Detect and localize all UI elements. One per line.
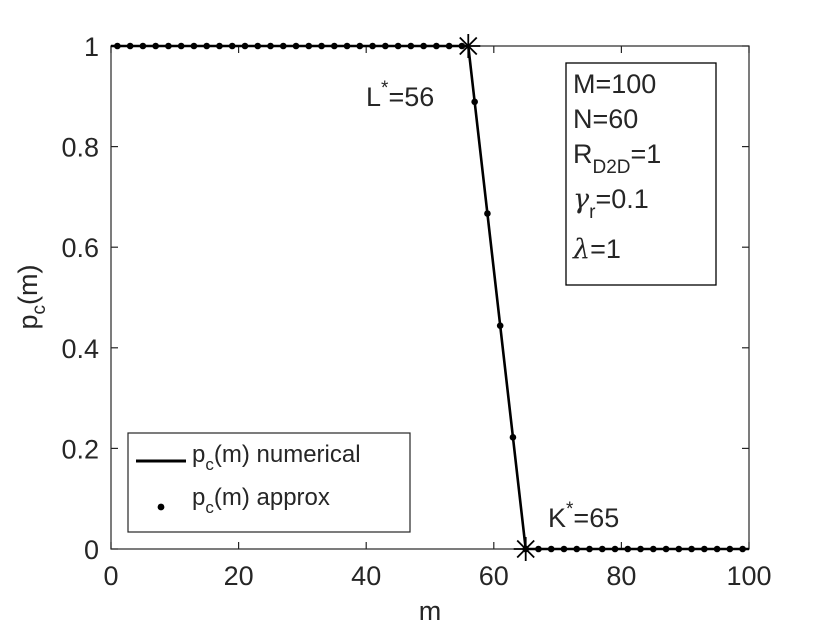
approx-point: [535, 545, 542, 553]
x-tick-label: 60: [479, 561, 509, 591]
x-tick-label: 0: [103, 561, 118, 591]
approx-point: [216, 42, 223, 50]
approx-point: [407, 42, 415, 50]
approx-point: [420, 42, 427, 50]
y-tick-label: 0.4: [61, 334, 99, 364]
approx-point: [586, 545, 593, 553]
approx-point: [637, 545, 644, 553]
annotation-K-star: K*=65: [548, 499, 619, 533]
approx-point: [484, 210, 491, 217]
legend: pc(m) numerical pc(m) approx: [127, 432, 411, 533]
approx-point: [139, 42, 147, 50]
approx-point: [573, 545, 581, 553]
x-tick-label: 20: [224, 561, 254, 591]
approx-point: [624, 545, 632, 553]
approx-point: [382, 42, 389, 50]
approx-point: [254, 42, 262, 50]
legend-frame: [127, 432, 411, 533]
approx-point: [547, 545, 555, 553]
approx-point: [267, 42, 274, 50]
parameter-box-frame: [565, 62, 717, 286]
approx-point: [471, 98, 478, 106]
approx-point: [126, 42, 134, 50]
legend-label-approx: pc(m) approx: [192, 484, 330, 517]
approx-point: [279, 42, 287, 50]
star-marker: [456, 34, 481, 58]
x-tick-labels: 0 20 40 60 80 100: [103, 561, 771, 591]
approx-point: [675, 545, 683, 553]
approx-point: [688, 545, 695, 553]
approx-point: [598, 545, 606, 553]
approx-point: [509, 434, 517, 441]
param-N: N=60: [573, 104, 638, 134]
approx-point: [343, 42, 351, 50]
y-tick-label: 0.8: [61, 133, 99, 163]
param-gamma-r: γr=0.1: [573, 184, 649, 223]
star-marker: [513, 537, 538, 561]
legend-dot-swatch: [157, 503, 165, 511]
x-axis-label: m: [419, 596, 442, 626]
annotation-L-star: L*=56: [366, 78, 434, 112]
legend-label-numerical: pc(m) numerical: [192, 441, 361, 474]
threshold-markers: [456, 34, 538, 561]
approx-point: [241, 42, 249, 50]
approx-point: [394, 42, 402, 50]
approx-point: [331, 42, 338, 50]
approx-point: [228, 42, 236, 50]
approx-point: [433, 42, 440, 50]
param-lambda: λ=1: [572, 234, 621, 265]
y-tick-labels: 0 0.2 0.4 0.6 0.8 1: [61, 32, 99, 565]
approx-point: [701, 545, 708, 553]
param-R-D2D: RD2D=1: [573, 139, 661, 178]
approx-point: [177, 42, 185, 50]
approx-point: [152, 42, 159, 50]
approx-point: [114, 42, 121, 50]
y-tick-label: 1: [84, 32, 99, 62]
x-tick-label: 40: [351, 561, 381, 591]
approx-point: [713, 545, 721, 553]
approx-point: [726, 545, 734, 553]
x-tick-label: 100: [726, 561, 771, 591]
y-tick-label: 0.2: [61, 434, 99, 464]
approx-point: [369, 42, 376, 50]
approx-point: [190, 42, 198, 50]
approx-point: [560, 545, 568, 553]
approx-point: [165, 42, 172, 50]
param-M: M=100: [573, 69, 656, 99]
y-tick-label: 0: [84, 535, 99, 565]
x-tick-label: 80: [606, 561, 636, 591]
approx-point: [662, 545, 670, 553]
approx-point: [739, 545, 746, 553]
approx-point: [611, 545, 619, 553]
parameter-box: M=100 N=60 RD2D=1 γr=0.1 λ=1: [565, 62, 717, 286]
approx-point: [496, 322, 504, 329]
approx-point: [445, 42, 453, 50]
approx-point: [203, 42, 210, 50]
approx-point: [318, 42, 325, 50]
approx-point: [292, 42, 300, 50]
approx-point: [305, 42, 313, 50]
y-tick-label: 0.6: [61, 233, 99, 263]
y-axis-label: pc(m): [13, 264, 50, 329]
approx-point: [356, 42, 364, 50]
approx-point: [650, 545, 657, 553]
